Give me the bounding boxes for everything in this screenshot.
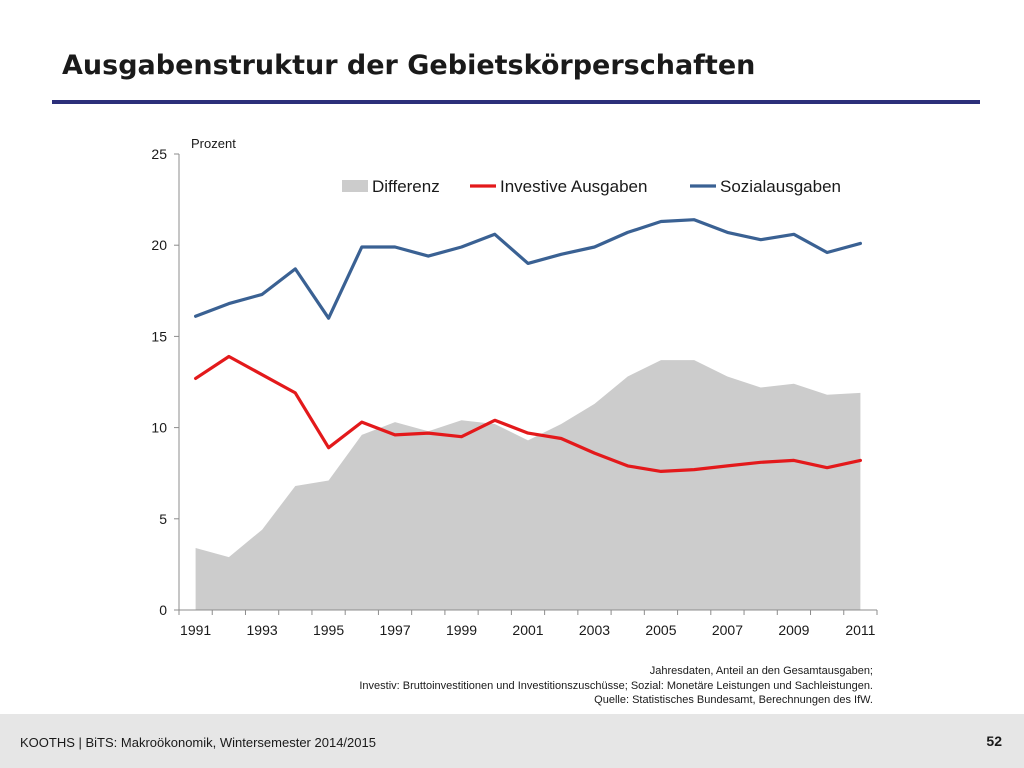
series-area-differenz	[195, 360, 861, 610]
y-tick-label: 5	[159, 511, 167, 527]
y-tick-label: 0	[159, 602, 167, 618]
x-tick-label: 1993	[247, 622, 278, 638]
x-tick-label: 1997	[379, 622, 410, 638]
x-tick-label: 2001	[512, 622, 543, 638]
source-note: Jahresdaten, Anteil an den Gesamtausgabe…	[359, 664, 873, 708]
x-tick-label: 1995	[313, 622, 344, 638]
footer-text: KOOTHS | BiTS: Makroökonomik, Winterseme…	[20, 735, 376, 750]
footer-bar	[0, 714, 1024, 768]
x-tick-label: 1991	[180, 622, 211, 638]
area-layer	[195, 360, 861, 610]
y-tick-label: 10	[151, 420, 167, 436]
y-tick-label: 15	[151, 328, 167, 344]
y-tick-label: 25	[151, 146, 167, 162]
axis-layer: 0 5 10 15 20 25 1991 1993 1995 1997 1999 2001 2003 20…	[151, 146, 878, 638]
slide-title: Ausgabenstruktur der Gebietskörperschaft…	[62, 50, 756, 81]
legend-label-differenz: Differenz	[372, 177, 440, 196]
source-note-line-2: Investiv: Bruttoinvestitionen und Invest…	[359, 679, 873, 692]
y-tick-label: 20	[151, 237, 167, 253]
line-layer	[194, 218, 862, 473]
series-line-sozialausgaben	[194, 218, 862, 320]
legend: Differenz Investive Ausgaben Sozialausgabe…	[342, 177, 841, 196]
legend-label-investive-ausgaben: Investive Ausgaben	[500, 177, 647, 196]
x-tick-label: 2003	[579, 622, 610, 638]
legend-label-sozialausgaben: Sozialausgaben	[720, 177, 841, 196]
title-rule	[52, 100, 980, 104]
y-axis-unit-label: Prozent	[191, 136, 236, 151]
x-tick-label: 2007	[712, 622, 743, 638]
legend-swatch-differenz	[342, 180, 368, 192]
page-number: 52	[986, 733, 1002, 749]
x-tick-label: 1999	[446, 622, 477, 638]
series-line-investive-ausgaben	[194, 354, 862, 473]
x-tick-label: 2005	[645, 622, 676, 638]
source-note-line-1: Jahresdaten, Anteil an den Gesamtausgabe…	[649, 665, 873, 677]
x-tick-label: 2009	[778, 622, 809, 638]
source-note-line-3: Quelle: Statistisches Bundesamt, Berechn…	[594, 694, 873, 706]
x-tick-label: 2011	[845, 622, 875, 638]
